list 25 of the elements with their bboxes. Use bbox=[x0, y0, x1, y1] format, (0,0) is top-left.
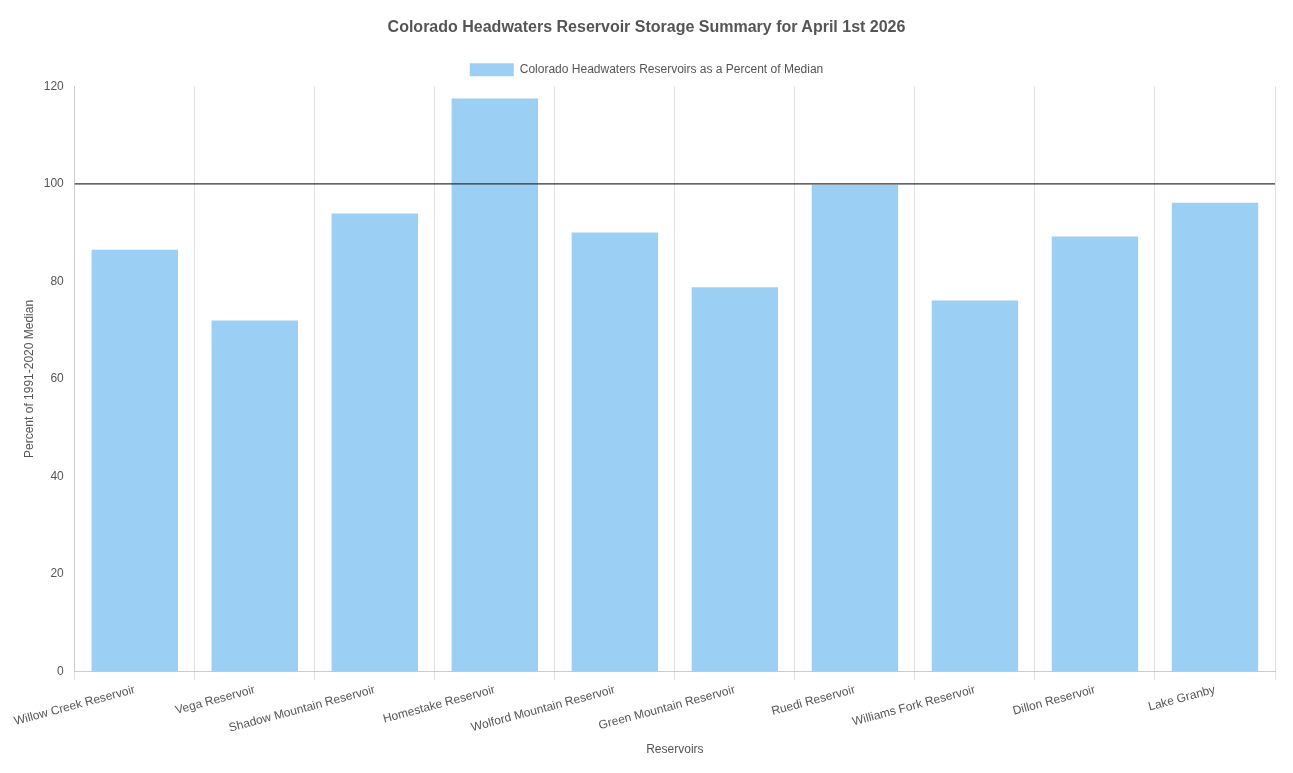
bar bbox=[1051, 236, 1139, 672]
bar bbox=[331, 213, 419, 672]
x-tick-label: Lake Granby bbox=[1146, 682, 1217, 714]
bar bbox=[691, 287, 779, 672]
y-tick-label: 0 bbox=[57, 663, 65, 678]
x-axis-title: Reservoirs bbox=[646, 742, 704, 757]
y-tick-label: 80 bbox=[50, 273, 65, 288]
x-tick-label: Dillon Reservoir bbox=[1011, 682, 1097, 718]
legend-label: Colorado Headwaters Reservoirs as a Percent of Median bbox=[519, 62, 824, 77]
bar bbox=[91, 249, 178, 672]
chart-title: Colorado Headwaters Reservoir Storage Summary for April 1st 2026 bbox=[387, 18, 906, 36]
bar bbox=[571, 232, 659, 672]
bar bbox=[1171, 202, 1259, 672]
bar bbox=[211, 320, 298, 672]
bar bbox=[811, 184, 899, 672]
y-tick-label: 60 bbox=[50, 371, 65, 386]
bar bbox=[931, 300, 1019, 672]
x-tick-label: Willow Creek Reservoir bbox=[12, 682, 137, 728]
y-axis-title: Percent of 1991-2020 Median bbox=[21, 299, 36, 458]
bar bbox=[451, 98, 539, 672]
y-tick-label: 100 bbox=[43, 176, 65, 191]
y-tick-label: 40 bbox=[50, 468, 65, 483]
y-tick-label: 20 bbox=[50, 566, 65, 581]
x-tick-label: Vega Reservoir bbox=[173, 682, 257, 717]
y-tick-label: 120 bbox=[43, 78, 65, 93]
